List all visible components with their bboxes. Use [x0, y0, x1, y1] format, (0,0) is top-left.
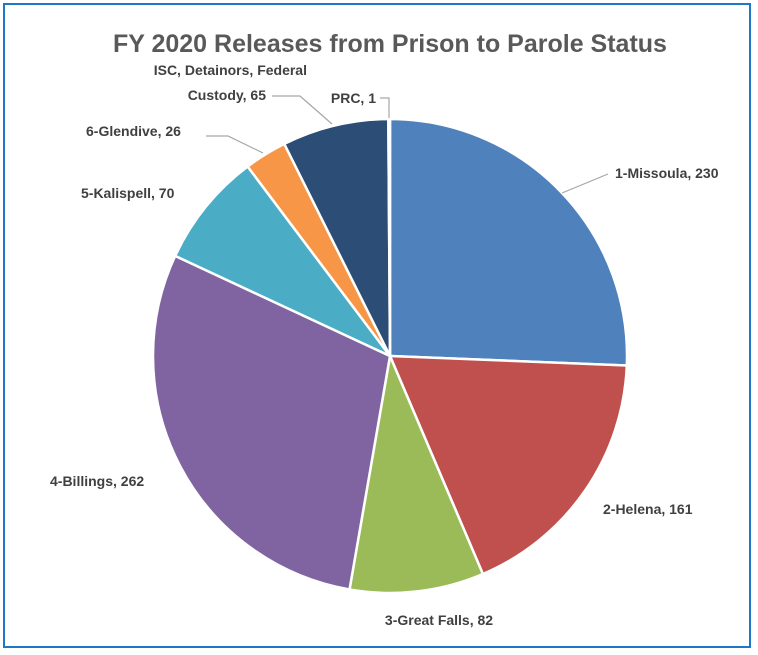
data-label-isc-detainors-federal-custody-line1: ISC, Detainors, Federal [154, 62, 307, 78]
pie-slice-1-missoula [388, 117, 629, 367]
data-label-2-helena: 2-Helena, 161 [603, 501, 693, 517]
data-label-4-billings: 4-Billings, 262 [50, 473, 144, 489]
pie-slice-2-helena [388, 354, 629, 576]
chart-title: FY 2020 Releases from Prison to Parole S… [113, 30, 667, 58]
data-labels: 1-Missoula, 230 2-Helena, 161 3-Great Fall… [50, 62, 719, 628]
pie-slice-isc-detainors-federal-custody [282, 117, 392, 357]
data-label-5-kalispell: 5-Kalispell, 70 [81, 185, 175, 201]
pie-slice-4-billings [151, 254, 392, 591]
leader-line-isc-detainors-federal-custody [272, 95, 333, 125]
data-label-1-missoula: 1-Missoula, 230 [615, 165, 719, 181]
data-label-6-glendive: 6-Glendive, 26 [86, 123, 181, 139]
leader-lines [206, 95, 609, 194]
data-label-3-great-falls: 3-Great Falls, 82 [385, 612, 493, 628]
leader-line-prc [380, 97, 390, 118]
data-label-prc: PRC, 1 [331, 90, 376, 106]
leader-line-6-glendive [206, 135, 264, 154]
pie-slice-5-kalispell [173, 164, 391, 358]
pie-slice-prc [387, 117, 392, 357]
pie-slices [151, 117, 629, 595]
pie-slice-3-great-falls [348, 351, 485, 595]
leader-line-1-missoula [561, 173, 609, 194]
data-label-isc-detainors-federal-custody-line2: Custody, 65 [188, 87, 267, 103]
